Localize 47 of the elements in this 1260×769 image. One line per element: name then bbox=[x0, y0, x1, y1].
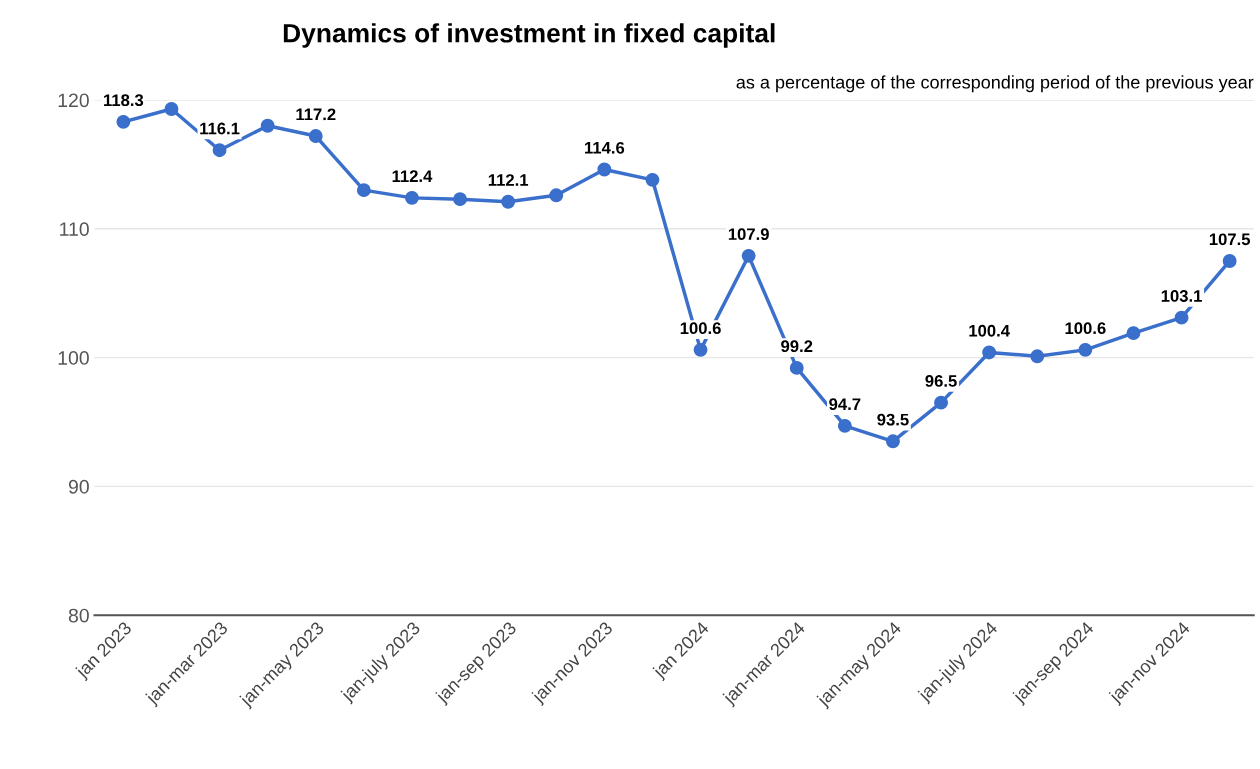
data-label: 112.4 bbox=[392, 170, 433, 182]
data-label: 107.9 bbox=[728, 228, 769, 241]
data-label: 116.1 bbox=[200, 122, 240, 135]
point bbox=[260, 118, 275, 133]
y-tick-label: 110 bbox=[60, 222, 89, 237]
chart-subtitle: as a percentage of the corresponding period of the previous year bbox=[736, 75, 1254, 93]
point bbox=[982, 345, 997, 360]
data-label: 100.6 bbox=[680, 322, 721, 335]
data-label: 100.6 bbox=[1065, 322, 1106, 335]
point bbox=[164, 102, 179, 116]
point bbox=[501, 194, 516, 209]
point bbox=[597, 162, 612, 177]
data-label: 99.2 bbox=[781, 340, 813, 353]
point bbox=[453, 192, 468, 207]
point bbox=[212, 143, 227, 158]
y-tick-label: 90 bbox=[68, 479, 89, 494]
point bbox=[308, 129, 323, 143]
data-label: 94.7 bbox=[829, 398, 861, 411]
point bbox=[886, 434, 900, 449]
data-label: 100.4 bbox=[969, 324, 1010, 337]
data-label: 118.3 bbox=[104, 94, 144, 107]
data-label: 103.1 bbox=[1161, 290, 1202, 302]
chart-title: Dynamics of investment in fixed capital bbox=[283, 23, 775, 48]
data-label: 93.5 bbox=[877, 413, 909, 426]
point bbox=[1078, 342, 1093, 357]
point bbox=[934, 395, 948, 410]
y-tick-label: 80 bbox=[68, 608, 89, 623]
point bbox=[549, 188, 564, 203]
y-tick-label: 120 bbox=[58, 93, 89, 108]
data-label: 107.5 bbox=[1209, 233, 1251, 246]
point bbox=[356, 183, 371, 198]
point bbox=[1126, 326, 1141, 341]
point bbox=[693, 342, 708, 357]
data-label: 117.2 bbox=[296, 108, 336, 121]
point bbox=[837, 418, 852, 433]
point bbox=[1222, 254, 1237, 268]
point bbox=[116, 114, 131, 129]
data-label: 114.6 bbox=[585, 141, 625, 154]
data-label: 96.5 bbox=[925, 375, 957, 387]
data-label: 112.1 bbox=[488, 174, 529, 186]
point bbox=[1174, 310, 1189, 325]
point bbox=[645, 172, 660, 187]
point bbox=[789, 360, 804, 375]
point bbox=[405, 190, 419, 205]
point bbox=[741, 248, 756, 263]
y-tick-label: 100 bbox=[58, 351, 89, 365]
point bbox=[1030, 349, 1045, 364]
